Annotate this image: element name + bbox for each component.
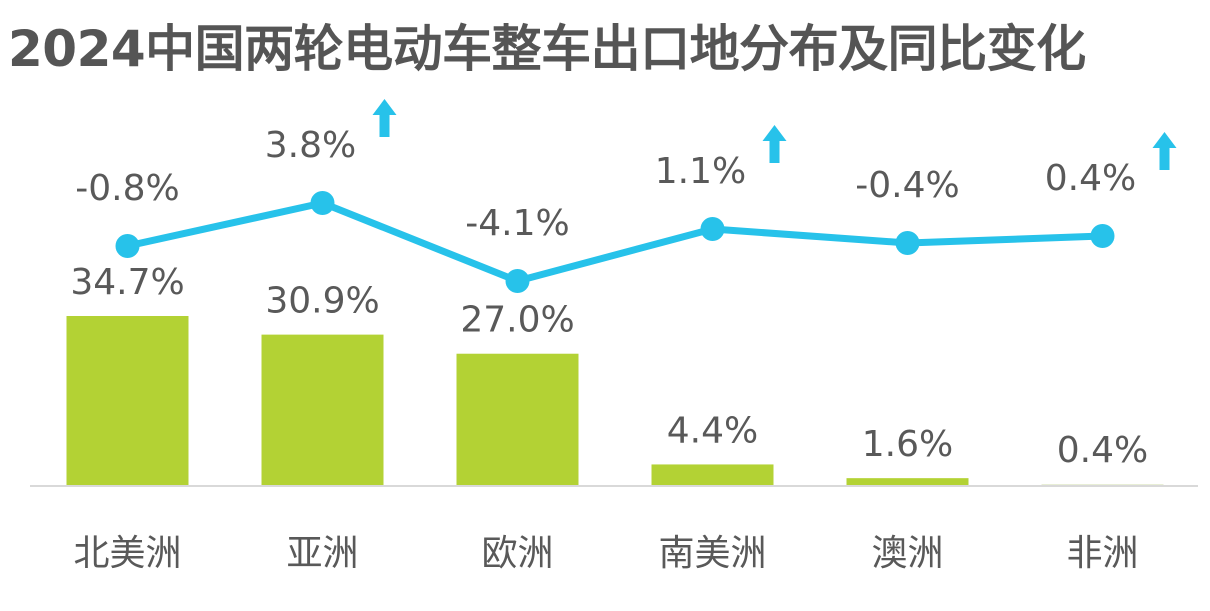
bar-value-label: 30.9%	[265, 281, 379, 322]
yoy-point	[1090, 224, 1115, 248]
bar-label-layer: 34.7% 30.9% 27.0% 4.4% 1.6% 0.4%	[70, 262, 1148, 471]
yoy-series-line	[126, 199, 1103, 285]
yoy-point	[895, 231, 920, 255]
bar-value-label: 1.6%	[862, 424, 953, 465]
arrow-layer	[372, 99, 1177, 170]
bar-4	[846, 478, 969, 486]
bar-value-label: 4.4%	[667, 410, 758, 451]
category-label-layer: 北美洲 亚洲 欧洲 南美洲 澳洲 非洲	[73, 533, 1138, 574]
yoy-value-label: -0.4%	[855, 165, 959, 206]
up-arrow-icon	[372, 99, 397, 137]
yoy-value-label: -4.1%	[465, 203, 569, 244]
yoy-point	[505, 269, 530, 293]
yoy-value-label: -0.8%	[75, 168, 179, 209]
up-arrow-icon	[1152, 132, 1177, 170]
category-label: 亚洲	[286, 533, 358, 574]
category-label: 欧洲	[481, 533, 553, 574]
chart-title: 2024中国两轮电动车整车出口地分布及同比变化	[8, 20, 1086, 78]
bar-3	[651, 464, 774, 486]
yoy-point	[115, 234, 140, 258]
yoy-value-label: 0.4%	[1045, 158, 1136, 199]
bar-0	[66, 316, 189, 486]
yoy-label-layer: -0.8% 3.8% -4.1% 1.1% -0.4% 0.4%	[75, 125, 1136, 244]
yoy-point	[310, 191, 335, 215]
bar-value-label: 27.0%	[460, 300, 574, 341]
category-label: 南美洲	[658, 533, 766, 574]
bar-2	[456, 353, 579, 486]
yoy-value-label: 1.1%	[655, 151, 746, 192]
yoy-point-layer	[115, 191, 1115, 293]
bar-1	[261, 334, 384, 486]
bar-layer	[66, 316, 1164, 486]
category-label: 澳洲	[871, 533, 943, 574]
yoy-point	[700, 217, 725, 241]
bar-value-label: 34.7%	[70, 262, 184, 303]
category-label: 北美洲	[73, 533, 181, 574]
yoy-value-label: 3.8%	[265, 125, 356, 166]
bar-value-label: 0.4%	[1057, 430, 1148, 471]
category-label: 非洲	[1066, 533, 1138, 574]
up-arrow-icon	[762, 125, 787, 163]
